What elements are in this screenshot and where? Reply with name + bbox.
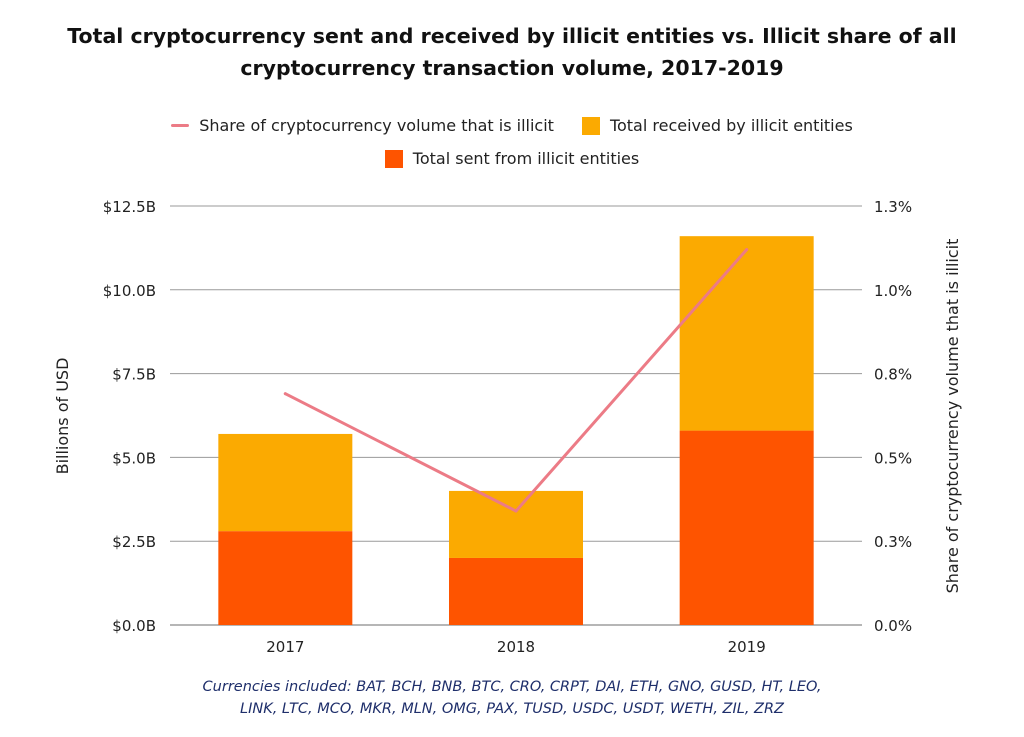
y2-axis-title: Share of cryptocurrency volume that is i…	[943, 239, 962, 594]
chart-title-line-2: cryptocurrency transaction volume, 2017-…	[240, 56, 784, 80]
x-tick-label-2019: 2019	[728, 638, 766, 656]
legend-row-1: Share of cryptocurrency volume that is i…	[0, 116, 1024, 135]
y2-tick-label-3: 0.8%	[874, 366, 912, 384]
footnote: Currencies included: BAT, BCH, BNB, BTC,…	[60, 676, 964, 720]
bar-sent-2019	[679, 430, 814, 625]
x-tick-label-2018: 2018	[497, 638, 535, 656]
y2-tick-label-1: 0.3%	[874, 533, 912, 551]
share-point-2019	[745, 248, 749, 252]
share-line	[283, 248, 749, 513]
legend-swatch-share	[171, 124, 190, 127]
y2-tick-label-0: 0.0%	[874, 617, 912, 635]
y-tick-label-4: $10.0B	[103, 282, 156, 300]
chart-title: Total cryptocurrency sent and received b…	[40, 20, 984, 84]
y-tick-label-1: $2.5B	[112, 533, 156, 551]
legend-swatch-sent	[384, 149, 403, 168]
y-tick-label-2: $5.0B	[112, 449, 156, 467]
legend-label-share: Share of cryptocurrency volume that is i…	[199, 116, 554, 135]
legend-row-2: Total sent from illicit entities	[0, 149, 1024, 168]
bar-sent-2017	[218, 531, 353, 625]
share-point-2017	[283, 392, 287, 396]
y2-tick-label-2: 0.5%	[874, 449, 912, 467]
bar-sent-2018	[449, 557, 583, 625]
y-tick-label-5: $12.5B	[103, 198, 156, 216]
y-axis-title: Billions of USD	[53, 358, 72, 475]
y-tick-label-3: $7.5B	[112, 366, 156, 384]
y2-tick-label-5: 1.3%	[874, 198, 912, 216]
chart-title-line-1: Total cryptocurrency sent and received b…	[67, 24, 957, 48]
legend-item-received[interactable]: Total received by illicit entities	[581, 116, 853, 135]
y2-tick-label-4: 1.0%	[874, 282, 912, 300]
y-tick-label-0: $0.0B	[112, 617, 156, 635]
legend-item-sent[interactable]: Total sent from illicit entities	[384, 149, 640, 168]
bar-received-2018	[449, 490, 583, 558]
bar-received-2019	[679, 236, 814, 431]
footnote-line-1: Currencies included: BAT, BCH, BNB, BTC,…	[202, 679, 822, 695]
footnote-line-2: LINK, LTC, MCO, MKR, MLN, OMG, PAX, TUSD…	[240, 701, 784, 717]
legend-item-share[interactable]: Share of cryptocurrency volume that is i…	[171, 116, 554, 135]
legend-label-received: Total received by illicit entities	[609, 116, 853, 135]
share-point-2018	[514, 509, 518, 513]
legend-label-sent: Total sent from illicit entities	[412, 149, 640, 168]
bar-received-2017	[218, 433, 353, 532]
legend-swatch-received	[581, 116, 600, 135]
x-tick-label-2017: 2017	[266, 638, 304, 656]
